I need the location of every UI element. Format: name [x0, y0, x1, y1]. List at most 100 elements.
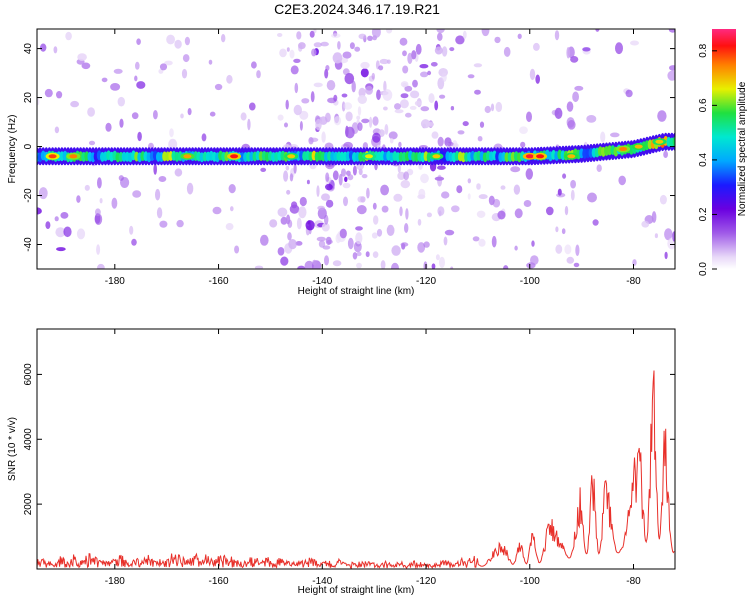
spectrogram-noise-blob — [561, 228, 566, 235]
spectrogram-noise-blob — [296, 31, 302, 40]
spectrogram-noise-blob — [615, 42, 623, 55]
spectrogram-noise-blob — [251, 61, 257, 69]
spectrogram-noise-blob — [316, 185, 320, 198]
spectrogram-noise-blob — [427, 70, 432, 76]
spectrogram-noise-blob — [38, 187, 48, 200]
spectrogram-noise-blob — [491, 235, 497, 248]
spectrogram-noise-blob — [105, 122, 112, 132]
spectrogram-noise-blob — [372, 35, 378, 41]
spectrogram-noise-blob — [230, 206, 234, 212]
spectrogram-noise-blob — [555, 226, 559, 233]
spectrogram-noise-blob — [84, 184, 90, 191]
spectrogram-noise-blob — [391, 245, 401, 256]
spectrogram-noise-blob — [88, 140, 96, 146]
spectrogram-noise-blob — [228, 184, 236, 194]
spectrogram-noise-blob — [286, 47, 290, 52]
spectrogram-noise-blob — [535, 74, 540, 84]
spectrogram-noise-blob — [415, 43, 422, 55]
spectrogram-noise-blob — [325, 172, 330, 182]
spectrogram-noise-blob — [277, 33, 283, 37]
spectrogram-noise-blob — [76, 228, 86, 240]
spectrogram-noise-blob — [321, 131, 326, 143]
spectrogram-noise-blob — [596, 164, 602, 172]
spectrogram-noise-blob — [356, 251, 362, 257]
spectrogram-noise-blob — [134, 75, 138, 82]
spectrogram-noise-blob — [136, 38, 141, 45]
spectrogram-noise-blob — [277, 247, 285, 256]
spectrogram-noise-blob — [315, 118, 322, 131]
spectrogram-noise-blob — [182, 54, 190, 63]
spectrogram-noise-blob — [355, 226, 363, 231]
spectrogram-noise-blob — [600, 131, 606, 143]
spectrogram-noise-blob — [554, 107, 563, 119]
spectrogram-noise-blob — [405, 112, 412, 118]
spectrogram-noise-blob — [290, 65, 299, 75]
spectrogram-noise-blob — [566, 47, 570, 59]
spectrogram-noise-blob — [168, 138, 178, 150]
colorbar-tick-label: 0.6 — [698, 98, 709, 112]
spectrogram-noise-blob — [153, 110, 158, 120]
spectrogram-noise-blob — [357, 95, 367, 104]
spectrogram-noise-blob — [587, 192, 597, 203]
spectrogram-noise-blob — [280, 216, 288, 225]
spectrogram-noise-blob — [354, 46, 361, 52]
spectrogram-noise-blob — [380, 184, 389, 196]
spectrogram-noise-blob — [324, 255, 329, 266]
bottom-y-tick-label: 4000 — [23, 428, 34, 451]
spectrogram-noise-blob — [517, 33, 522, 39]
spectrogram-noise-blob — [214, 83, 223, 91]
spectrogram-noise-blob — [293, 58, 301, 64]
spectrogram-noise-blob — [279, 48, 287, 58]
spectrogram-noise-blob — [287, 219, 293, 228]
spectrogram-noise-blob — [441, 72, 447, 82]
spectrogram-noise-blob — [382, 89, 393, 101]
spectrogram-noise-blob — [208, 59, 213, 65]
spectrogram-noise-blob — [435, 254, 440, 261]
spectrogram-noise-blob — [225, 223, 234, 231]
bottom-x-tick-label: -80 — [626, 576, 641, 587]
spectrogram-noise-blob — [657, 110, 667, 122]
spectrogram-noise-blob — [356, 205, 367, 215]
spectrogram-noise-blob — [462, 30, 467, 39]
spectrogram-noise-blob — [247, 118, 251, 131]
spectrogram-noise-blob — [360, 68, 369, 78]
spectrogram-noise-blob — [668, 29, 675, 33]
spectrogram-noise-blob — [400, 242, 409, 247]
spectrogram-noise-blob — [641, 220, 650, 228]
spectrogram-noise-blob — [318, 240, 326, 248]
spectrogram-noise-blob — [283, 170, 289, 182]
spectrogram-noise-blob — [423, 261, 428, 269]
spectrogram-noise-blob — [595, 29, 600, 32]
top-y-tick-label: 20 — [23, 92, 34, 104]
spectrogram-noise-blob — [434, 176, 445, 181]
spectrogram-noise-blob — [403, 171, 409, 181]
spectrogram-noise-blob — [254, 265, 264, 269]
ridge-hotspot — [432, 154, 441, 159]
spectrogram-noise-blob — [166, 34, 176, 45]
spectrogram-noise-blob — [344, 176, 348, 182]
spectrogram-noise-blob — [672, 231, 675, 242]
spectrogram-noise-blob — [520, 141, 526, 148]
spectrogram-noise-blob — [467, 178, 471, 184]
spectrogram-noise-blob — [361, 174, 368, 179]
spectrogram-noise-blob — [317, 205, 325, 211]
spectrogram-noise-blob — [131, 112, 139, 120]
spectrogram-noise-blob — [76, 195, 81, 203]
spectrogram-noise-blob — [663, 150, 668, 158]
spectrogram-noise-blob — [313, 82, 323, 88]
snr-panel: -180 -160 -140 -120 -100 -80 2000 4000 6000 Hei… — [7, 328, 676, 596]
top-x-tick-label: -100 — [520, 276, 540, 287]
spectrogram-noise-blob — [60, 212, 69, 219]
spectrogram-noise-blob — [156, 207, 163, 219]
spectrogram-noise-blob — [325, 236, 332, 246]
spectrogram-noise-blob — [439, 94, 446, 99]
spectrogram-noise-blob — [555, 244, 563, 254]
spectrogram-noise-blob — [566, 101, 574, 112]
spectrogram-panel: -180 -160 -140 -120 -100 -80 -40 -20 0 20 40 Heig… — [7, 28, 676, 297]
spectrogram-noise-blob — [325, 199, 334, 208]
top-x-tick-label: -80 — [626, 276, 641, 287]
spectrogram-noise-blob — [65, 31, 72, 41]
bottom-y-axis: 2000 4000 6000 — [23, 363, 675, 515]
bottom-x-tick-label: -120 — [416, 576, 436, 587]
spectrogram-noise-blob — [289, 49, 295, 59]
